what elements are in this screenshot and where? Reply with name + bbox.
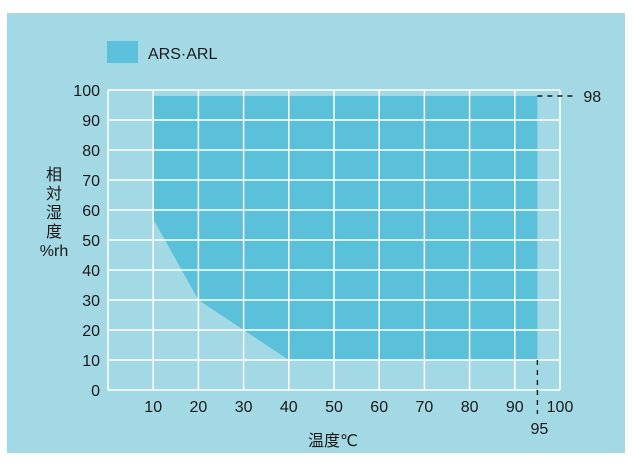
- y-axis-label-part-0: 相: [46, 166, 62, 184]
- series-region-0: [153, 96, 538, 360]
- y-tick-label-0: 0: [91, 383, 100, 400]
- grid: [107, 89, 561, 391]
- y-tick-label-2: 20: [82, 323, 100, 340]
- y-axis-label-part-1: 対: [46, 185, 62, 203]
- y-tick-label-6: 60: [82, 203, 100, 220]
- x-tick-label-7: 80: [461, 399, 479, 416]
- y-axis-label-part-3: 度: [46, 223, 62, 241]
- x-tick-label-2: 30: [235, 399, 253, 416]
- x-tick-label-5: 60: [370, 399, 388, 416]
- y-axis-ticks: 0 10 20 30 40 50 60 70 80 90 100: [73, 83, 100, 400]
- legend-label: ARS·ARL: [148, 46, 217, 63]
- y-tick-label-4: 40: [82, 263, 100, 280]
- x-tick-label-4: 50: [325, 399, 343, 416]
- y-tick-label-9: 90: [82, 113, 100, 130]
- y-tick-label-3: 30: [82, 293, 100, 310]
- y-axis-label-part-4: %rh: [40, 243, 68, 260]
- legend-swatch: [107, 41, 138, 63]
- limit-lines: [536, 95, 578, 414]
- x-tick-label-0: 10: [144, 399, 162, 416]
- annotation-1: 95: [531, 421, 549, 438]
- y-tick-label-1: 10: [82, 353, 100, 370]
- y-tick-label-5: 50: [82, 233, 100, 250]
- x-tick-label-3: 40: [280, 399, 298, 416]
- y-tick-label-8: 80: [82, 143, 100, 160]
- x-axis-label: 温度℃: [308, 432, 358, 450]
- x-tick-label-8: 90: [506, 399, 524, 416]
- x-tick-label-9: 100: [547, 399, 574, 416]
- x-tick-label-6: 70: [416, 399, 434, 416]
- y-axis-label-part-2: 湿: [46, 204, 62, 222]
- x-tick-label-1: 20: [190, 399, 208, 416]
- x-axis-ticks: 10 20 30 40 50 60 70 80 90 100: [144, 399, 573, 416]
- annotation-0: 98: [583, 89, 601, 106]
- y-tick-label-10: 100: [73, 83, 100, 100]
- y-tick-label-7: 70: [82, 173, 100, 190]
- legend: ARS·ARL: [107, 41, 217, 63]
- plot-region: [153, 96, 538, 360]
- annotations: 98 95: [531, 89, 602, 438]
